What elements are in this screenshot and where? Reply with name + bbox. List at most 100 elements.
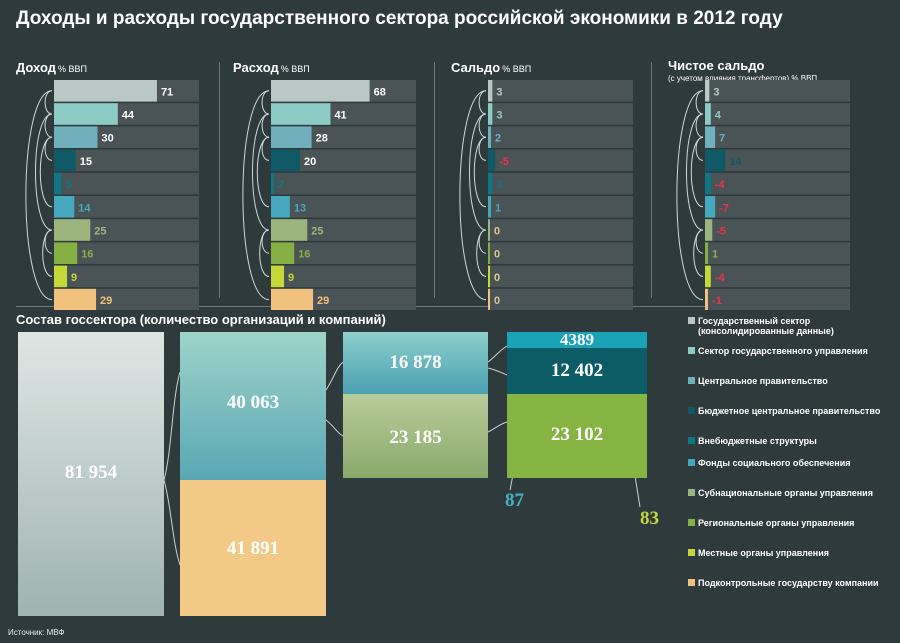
bar [488,288,490,310]
block-subnational: 23 185 [343,394,488,478]
legend-item: Государственный сектор (консолидированны… [688,316,898,336]
row-background [488,80,633,102]
data-label: 3 [496,179,502,191]
legend-label: Сектор государственного управления [698,346,868,356]
data-label: 20 [304,156,316,168]
block-central-government: 16 878 [343,332,488,394]
block-value: 40 063 [226,392,280,413]
bar [705,149,726,172]
divider [16,306,850,307]
row-background [54,149,199,172]
row-background [705,80,850,102]
row-background [54,172,199,195]
legend-swatch [688,549,695,556]
bar [54,126,98,148]
legend-swatch [688,489,695,496]
connector-line [163,479,181,566]
legend-item: Субнациональные органы управления [688,488,898,498]
bar [54,172,62,195]
legend-label: Региональные органы управления [698,518,855,528]
legend-item: Бюджетное центральное правительство [688,406,898,416]
data-label: 9 [71,272,77,284]
data-label: -5 [716,226,726,238]
bar [271,219,308,241]
block-regional: 23 102 [507,394,647,478]
legend-swatch [688,519,695,526]
bar [271,242,295,264]
data-label: 3 [496,86,502,98]
row-background [488,103,633,125]
data-label: 28 [316,133,328,145]
bar [705,219,713,241]
bar [54,196,75,218]
panel-unit: % ВВП [502,64,532,74]
panel-header-net: Чистое сальдо (с учетом влияния трансфер… [668,58,817,83]
legend-swatch [688,437,695,444]
row-background [54,265,199,288]
panel-header-balance: Сальдо% ВВП [451,60,531,75]
legend-label: Фонды социального обеспечения [698,458,851,468]
legend-item: Региональные органы управления [688,518,898,528]
data-label: -7 [719,202,729,214]
connector-line [325,361,344,391]
data-label: 4 [715,110,722,122]
chart-title: Доходы и расходы государственного сектор… [16,8,783,29]
panel-unit: % ВВП [280,64,310,74]
data-label: 2 [495,133,501,145]
row-background [488,126,633,148]
data-label: 71 [161,86,173,98]
hierarchy-arc [259,229,270,277]
row-background [271,265,416,288]
row-background [705,149,850,172]
bar [54,288,97,310]
connector-line [163,371,181,481]
bar [271,80,370,102]
panel-unit: % ВВП [791,74,818,83]
legend-label: Государственный сектор (консолидированны… [698,316,834,336]
bar [271,196,290,218]
bar [271,265,285,288]
row-background [705,219,850,241]
row-background [705,126,850,148]
bar [488,242,490,264]
hierarchy-arc [459,90,487,301]
data-label: 0 [494,226,500,238]
data-label: -4 [715,272,726,284]
connector-line [487,367,508,376]
hierarchy-arc [693,229,704,277]
bar [271,126,312,148]
data-label: 13 [294,202,306,214]
row-background [705,196,850,218]
hierarchy-arc [39,136,53,208]
legend-swatch [688,459,695,466]
row-background [271,149,416,172]
bar [705,196,716,218]
data-label: 2 [278,179,284,191]
bar [488,265,490,288]
block-budget-central: 12 402 [507,348,647,394]
bar-panels: 714430155142516929684128202132516929332-… [25,80,850,310]
block-state-companies: 41 891 [180,480,326,616]
data-label: 16 [81,249,93,261]
connector-line [487,421,508,433]
hierarchy-arc [256,136,270,208]
panel-header-income: Доход% ВВП [16,60,87,75]
bar [54,242,78,264]
connector-line [325,419,344,437]
connector-line [487,345,508,363]
block-value: 23 185 [389,427,442,448]
hierarchy-arc [25,90,53,301]
legend-swatch [688,317,695,324]
data-label: -1 [712,295,722,307]
hierarchy-arc [473,136,487,208]
row-background [705,288,850,310]
block-value: 16 878 [389,352,442,373]
data-label: 14 [729,156,742,168]
bar [54,103,118,125]
block-general-government: 40 063 [180,332,326,480]
bar [488,219,490,241]
panel-title: Расход [233,60,279,75]
row-background [271,242,416,264]
row-background [54,196,199,218]
bar [488,149,496,172]
